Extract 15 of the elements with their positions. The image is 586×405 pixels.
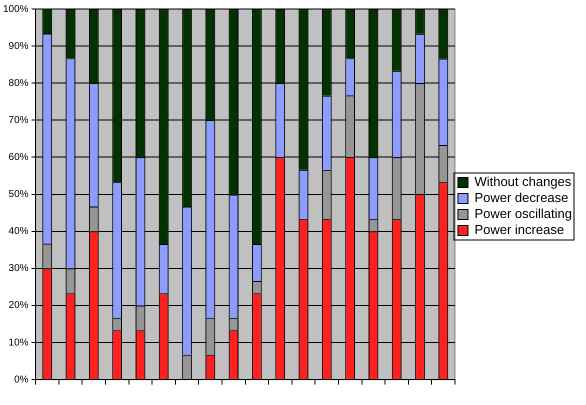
y-tick-label: 100% (3, 4, 29, 15)
legend-label: Without changes (474, 174, 572, 190)
y-tick-label: 50% (8, 189, 29, 200)
legend-label: Power decrease (474, 190, 568, 206)
y-tick-label: 90% (8, 40, 29, 52)
y-tick-label: 80% (8, 78, 29, 89)
legend-label: Power oscillating (474, 206, 572, 222)
y-tick-label: 10% (8, 337, 29, 348)
y-tick-label: 40% (8, 226, 29, 238)
legend-label: Power increase (474, 222, 564, 238)
y-tick-label: 60% (8, 152, 29, 163)
y-tick-label: 70% (8, 114, 29, 126)
y-tick-label: 20% (8, 300, 29, 312)
y-tick-label: 30% (8, 263, 29, 274)
y-tick-label: 0% (14, 374, 29, 386)
